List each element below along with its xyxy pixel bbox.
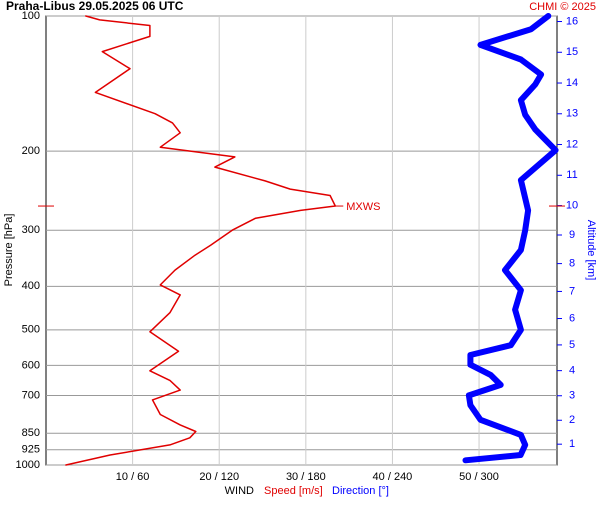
y2-tick-label: 15 — [566, 46, 578, 58]
y2-tick-label: 12 — [566, 138, 578, 150]
y-tick-label: 850 — [22, 427, 40, 439]
y-tick-label: 400 — [22, 280, 40, 292]
x-tick-label: 30 / 180 — [286, 471, 326, 483]
y-tick-label: 500 — [22, 324, 40, 336]
x-tick-label: 40 / 240 — [373, 471, 413, 483]
y2-tick-label: 13 — [566, 108, 578, 120]
chart-title: Praha-Libus 29.05.2025 06 UTC — [6, 0, 184, 13]
y2-tick-label: 3 — [569, 390, 575, 402]
x-axis-label-speed: Speed [m/s] — [264, 485, 323, 497]
speed-line — [65, 15, 337, 466]
y2-tick-label: 4 — [569, 365, 575, 377]
y2-tick-label: 5 — [569, 339, 575, 351]
y2-tick-label: 9 — [569, 229, 575, 241]
y-tick-label: 100 — [22, 10, 40, 22]
y2-tick-label: 6 — [569, 312, 575, 324]
y2-tick-label: 16 — [566, 15, 578, 27]
y2-tick-label: 8 — [569, 258, 575, 270]
y-tick-label: 1000 — [16, 459, 40, 471]
direction-line — [462, 13, 559, 464]
y2-tick-label: 7 — [569, 285, 575, 297]
y2-tick-label: 11 — [566, 169, 577, 181]
x-tick-label: 50 / 300 — [459, 471, 499, 483]
x-tick-label: 20 / 120 — [199, 471, 239, 483]
y2-tick-label: 14 — [566, 77, 578, 89]
x-axis-label: WIND — [225, 485, 254, 497]
y-axis-label: Pressure [hPa] — [3, 214, 15, 287]
max-wind-label: MXWS — [346, 201, 380, 213]
x-axis-label-direction: Direction [°] — [332, 485, 389, 497]
y2-tick-label: 10 — [566, 199, 578, 211]
x-tick-label: 10 / 60 — [116, 471, 150, 483]
y2-axis-label: Altitude [km] — [585, 220, 597, 281]
credit: CHMI © 2025 — [529, 1, 596, 13]
y-tick-label: 200 — [22, 145, 40, 157]
y-tick-label: 600 — [22, 359, 40, 371]
y2-tick-label: 1 — [569, 438, 575, 450]
y2-tick-label: 2 — [569, 414, 575, 426]
y-tick-label: 700 — [22, 389, 40, 401]
y-tick-label: 925 — [22, 444, 40, 456]
y-tick-label: 300 — [22, 224, 40, 236]
